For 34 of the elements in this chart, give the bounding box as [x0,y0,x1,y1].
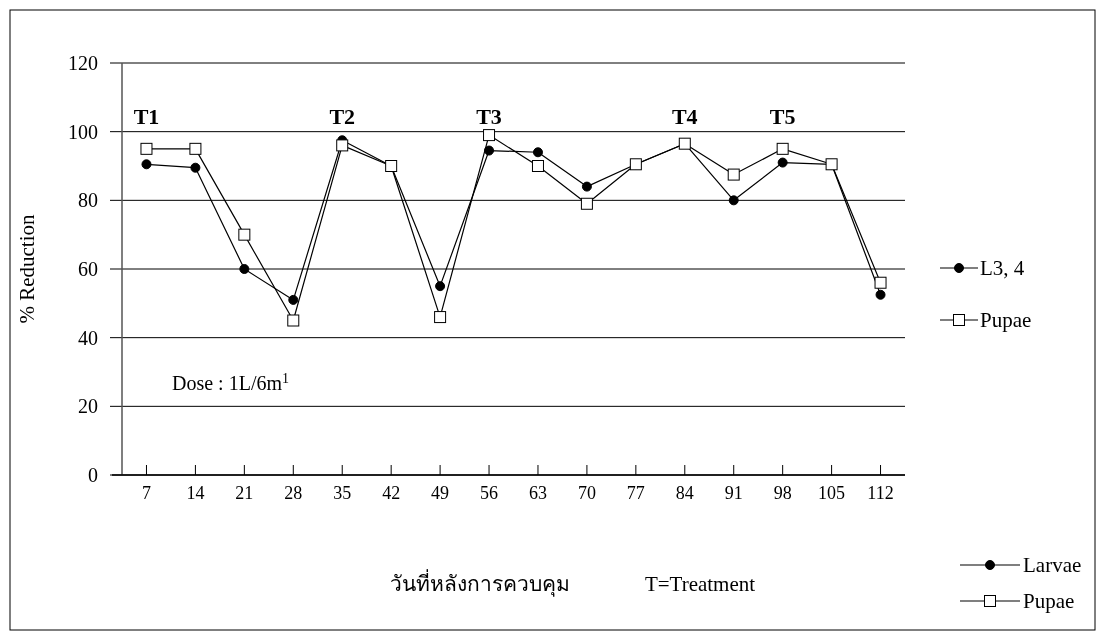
x-tick-label: 84 [675,483,694,503]
x-tick-label: 70 [577,483,596,503]
x-tick-label: 14 [186,483,205,503]
x-tick-label: 7 [141,483,151,503]
x-tick-label: 91 [724,483,743,503]
annotation: T4 [671,104,698,129]
x-tick-label: 112 [867,483,894,503]
x-tick-label: 35 [333,483,352,503]
y-tick-label: 120 [68,52,98,74]
x-tick-label: 56 [480,483,499,503]
x-tick-label: 21 [235,483,254,503]
annotation: T2 [329,104,356,129]
y-axis-title: % Reduction [15,213,39,324]
annotation: Dose : 1L/6m$^{1}$ [172,370,289,394]
y-tick-label: 40 [78,326,98,349]
x-tick-label: 63 [528,483,547,503]
x-tick-label: 77 [626,483,645,503]
y-tick-label: 60 [78,258,98,280]
annotation: T1 [133,104,160,129]
x-tick-label: 105 [818,483,846,503]
annotation: T3 [476,104,502,129]
annotation: T5 [769,104,796,129]
y-tick-label: 0 [88,464,98,486]
text: T=Treatment [644,572,756,596]
y-tick-label: 20 [78,395,98,418]
x-tick-label: 49 [431,483,450,503]
x-axis-title: วันที่หลังการควบคุม [390,569,570,597]
x-tick-label: 28 [284,483,303,503]
x-tick-label: 98 [773,483,792,503]
y-tick-label: 80 [78,189,98,212]
legend-label: Pupae [980,308,1032,332]
y-tick-label: 100 [68,120,98,143]
legend-label: L3, 4 [980,256,1025,280]
x-tick-label: 42 [382,483,401,503]
